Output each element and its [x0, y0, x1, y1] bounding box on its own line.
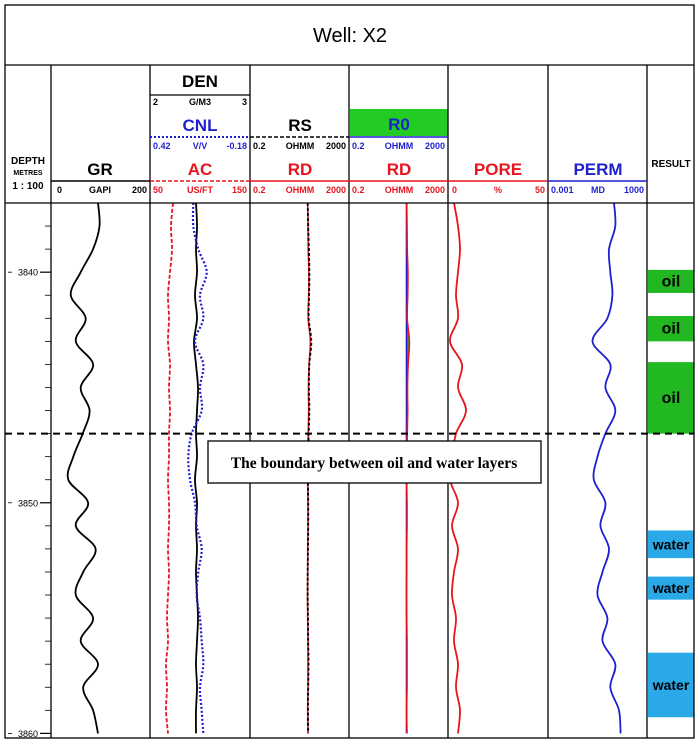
rd1-header: RD: [288, 160, 313, 179]
depth-tick-label: 3840: [18, 268, 38, 278]
depth-tick-label: 3860: [18, 729, 38, 739]
cnl-max: -0.18: [226, 141, 247, 151]
zone-label: water: [652, 677, 690, 693]
den-min: 2: [153, 97, 158, 107]
cnl-min: 0.42: [153, 141, 171, 151]
ac-min: 50: [153, 185, 163, 195]
zone-water: [648, 652, 694, 718]
ac-curve: [165, 202, 174, 734]
depth-tick-label: 3850: [18, 498, 38, 508]
perm-max: 1000: [624, 185, 644, 195]
zone-oil: [648, 269, 694, 293]
pore-min: 0: [452, 185, 457, 195]
zone-label: oil: [662, 321, 681, 338]
gr-curve: [66, 202, 101, 734]
rd2-unit: OHMM: [385, 185, 414, 195]
rd2-header: RD: [387, 160, 412, 179]
perm-curve: [591, 202, 622, 734]
pore-max: 50: [535, 185, 545, 195]
ac-max: 150: [232, 185, 247, 195]
annotation-box: [207, 440, 542, 484]
depth-units: METRES: [13, 170, 43, 177]
ac-header: AC: [188, 160, 213, 179]
zone-label: oil: [662, 273, 681, 290]
cnl-header: CNL: [183, 116, 218, 135]
gr-header: GR: [87, 160, 113, 179]
rs-unit: OHMM: [286, 141, 315, 151]
header-scale-lines: [51, 94, 647, 182]
rd1-unit: OHMM: [286, 185, 315, 195]
den-max: 3: [242, 97, 247, 107]
gr-max: 200: [132, 185, 147, 195]
r0-min: 0.2: [352, 141, 365, 151]
depth-ticks: 3840 3850 3860: [8, 202, 51, 739]
track-borders: [4, 4, 695, 739]
rd2-min: 0.2: [352, 185, 365, 195]
den-curve: [193, 202, 199, 734]
pore-header: PORE: [474, 160, 522, 179]
r0-header-fill: [350, 109, 448, 136]
rs-header: RS: [288, 116, 312, 135]
r0-max: 2000: [425, 141, 445, 151]
rs-max: 2000: [326, 141, 346, 151]
result-zones: oil oil oil water water water: [648, 269, 694, 718]
rd1-max: 2000: [326, 185, 346, 195]
rd2-max: 2000: [425, 185, 445, 195]
perm-header: PERM: [573, 160, 622, 179]
zone-label: water: [652, 580, 690, 596]
cnl-unit: V/V: [193, 141, 208, 151]
perm-min: 0.001: [551, 185, 574, 195]
zone-water: [648, 530, 694, 559]
rd1-min: 0.2: [253, 185, 266, 195]
annotation-text: The boundary between oil and water layer…: [231, 455, 517, 472]
zone-water: [648, 576, 694, 600]
zone-label: water: [652, 536, 690, 552]
depth-label: DEPTH: [11, 156, 45, 167]
r0-header: R0: [388, 115, 410, 134]
rs-min: 0.2: [253, 141, 266, 151]
zone-oil: [648, 315, 694, 342]
cnl-curve: [187, 202, 208, 734]
den-unit: G/M3: [189, 97, 211, 107]
gr-unit: GAPI: [89, 185, 111, 195]
den-header: DEN: [182, 72, 218, 91]
track-headers: DEPTH METRES 1 : 100 GR 0 GAPI 200 DEN 2…: [11, 72, 691, 195]
zone-oil: [648, 362, 694, 434]
chart-title: Well: X2: [313, 25, 387, 47]
result-header: RESULT: [651, 159, 690, 170]
gr-min: 0: [57, 185, 62, 195]
perm-unit: MD: [591, 185, 605, 195]
depth-scale: 1 : 100: [12, 181, 44, 192]
pore-unit: %: [494, 185, 502, 195]
ac-unit: US/FT: [187, 185, 214, 195]
r0-unit: OHMM: [385, 141, 414, 151]
zone-label: oil: [662, 390, 681, 407]
